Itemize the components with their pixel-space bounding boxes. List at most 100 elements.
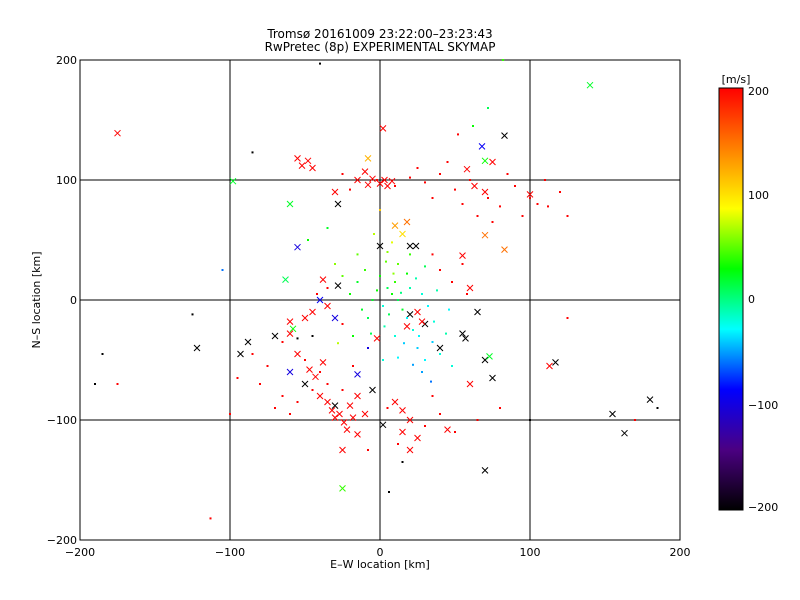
- cross-data-point: [379, 125, 387, 132]
- dot-data-point: [376, 289, 378, 292]
- dot-data-point: [296, 337, 299, 340]
- cross-data-point: [546, 362, 553, 370]
- dot-data-point: [406, 272, 408, 275]
- cross-data-point: [414, 308, 421, 316]
- cross-data-point: [286, 318, 294, 325]
- cross-data-point: [388, 177, 396, 185]
- colorbar-tick-label: 0: [748, 293, 755, 306]
- dot-data-point: [469, 179, 471, 181]
- cross-data-point: [306, 366, 313, 373]
- dot-data-point: [424, 425, 426, 427]
- cross-data-point: [301, 314, 309, 322]
- dot-data-point: [364, 269, 366, 271]
- cross-data-point: [552, 359, 559, 366]
- colorbar-tick-label: −200: [748, 501, 778, 514]
- cross-data-point: [229, 177, 237, 185]
- dot-data-point: [316, 293, 318, 295]
- dot-data-point: [386, 287, 389, 289]
- dot-data-point: [386, 251, 389, 253]
- dot-data-point: [457, 133, 459, 136]
- dot-data-point: [559, 191, 561, 193]
- cross-data-point: [489, 374, 496, 382]
- dot-data-point: [341, 173, 344, 175]
- cross-data-point: [489, 158, 496, 166]
- dot-data-point: [487, 107, 489, 109]
- dot-data-point: [476, 215, 479, 217]
- cross-data-point: [466, 284, 474, 292]
- dot-data-point: [94, 383, 96, 385]
- cross-data-point: [373, 335, 381, 342]
- dot-data-point: [566, 317, 569, 319]
- cross-data-point: [478, 143, 486, 150]
- cross-data-point: [481, 356, 489, 364]
- dot-data-point: [424, 359, 426, 361]
- y-tick-label: 0: [70, 294, 77, 307]
- cross-data-point: [294, 155, 301, 162]
- dot-data-point: [536, 203, 539, 205]
- dot-data-point: [416, 347, 419, 349]
- y-tick-label: 100: [56, 174, 77, 187]
- cross-data-point: [301, 380, 309, 388]
- cross-data-point: [481, 157, 489, 165]
- cross-data-point: [271, 332, 279, 340]
- dot-data-point: [319, 62, 321, 65]
- dot-data-point: [307, 239, 309, 241]
- dot-data-point: [326, 287, 329, 289]
- dot-data-point: [326, 227, 329, 229]
- cross-data-point: [286, 200, 294, 208]
- dot-data-point: [191, 313, 194, 316]
- dot-data-point: [388, 491, 390, 493]
- dot-data-point: [461, 263, 464, 265]
- cross-data-point: [331, 414, 339, 421]
- dot-data-point: [229, 413, 231, 415]
- dot-data-point: [319, 371, 321, 373]
- dot-data-point: [311, 389, 314, 391]
- dot-data-point: [397, 356, 399, 359]
- dot-data-point: [424, 181, 426, 184]
- dot-data-point: [499, 205, 501, 208]
- cross-data-point: [237, 350, 244, 358]
- cross-data-point: [399, 407, 406, 414]
- dot-data-point: [472, 125, 474, 127]
- dot-data-point: [361, 308, 363, 311]
- dot-data-point: [236, 377, 239, 379]
- dot-data-point: [400, 291, 402, 294]
- dot-data-point: [461, 203, 464, 205]
- dot-data-point: [209, 517, 212, 520]
- dot-data-point: [394, 185, 396, 187]
- dot-data-point: [439, 269, 441, 271]
- dot-data-point: [382, 359, 384, 361]
- dot-data-point: [304, 359, 306, 361]
- cross-data-point: [406, 311, 414, 318]
- cross-data-point: [354, 431, 361, 438]
- dot-data-point: [379, 275, 381, 277]
- dot-data-point: [427, 305, 429, 307]
- y-tick-label: −200: [47, 534, 77, 547]
- cross-data-point: [418, 318, 426, 325]
- dot-data-point: [409, 253, 411, 256]
- dot-data-point: [392, 272, 395, 275]
- cross-data-point: [361, 410, 369, 418]
- data-points: [94, 59, 659, 520]
- dot-data-point: [521, 215, 524, 217]
- cross-data-point: [309, 164, 316, 172]
- cross-data-point: [312, 373, 319, 381]
- chart-subtitle: RwPretec (8p) EXPERIMENTAL SKYMAP: [265, 40, 496, 54]
- dot-data-point: [116, 383, 119, 385]
- cross-data-point: [646, 396, 654, 403]
- dot-data-point: [259, 383, 261, 385]
- cross-data-point: [459, 252, 466, 259]
- cross-data-point: [354, 392, 361, 400]
- cross-data-point: [331, 402, 339, 409]
- dot-data-point: [311, 335, 314, 337]
- cross-data-point: [114, 129, 121, 137]
- cross-data-point: [471, 182, 478, 190]
- x-tick-label: 100: [520, 546, 541, 559]
- cross-data-point: [286, 368, 294, 376]
- dot-data-point: [514, 185, 516, 187]
- cross-data-point: [481, 188, 489, 196]
- dot-data-point: [421, 371, 423, 373]
- dot-data-point: [352, 365, 354, 367]
- cross-data-point: [294, 243, 301, 251]
